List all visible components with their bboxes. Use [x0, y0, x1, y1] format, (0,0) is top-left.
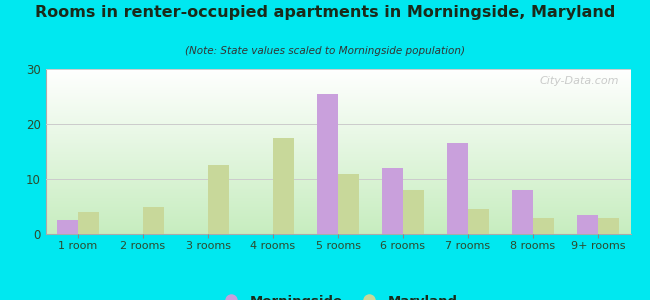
Bar: [403, 190, 424, 234]
Bar: [382, 168, 403, 234]
Text: Rooms in renter-occupied apartments in Morningside, Maryland: Rooms in renter-occupied apartments in M…: [35, 4, 615, 20]
Bar: [512, 190, 533, 234]
Bar: [78, 212, 99, 234]
Bar: [317, 94, 338, 234]
Bar: [468, 209, 489, 234]
Bar: [143, 206, 164, 234]
Bar: [208, 165, 229, 234]
Legend: Morningside, Maryland: Morningside, Maryland: [213, 290, 463, 300]
Bar: [577, 215, 598, 234]
Bar: [447, 143, 468, 234]
Text: City-Data.com: City-Data.com: [540, 76, 619, 85]
Bar: [57, 220, 78, 234]
Bar: [273, 138, 294, 234]
Bar: [598, 218, 619, 234]
Bar: [533, 218, 554, 234]
Text: (Note: State values scaled to Morningside population): (Note: State values scaled to Morningsid…: [185, 46, 465, 56]
Bar: [338, 173, 359, 234]
